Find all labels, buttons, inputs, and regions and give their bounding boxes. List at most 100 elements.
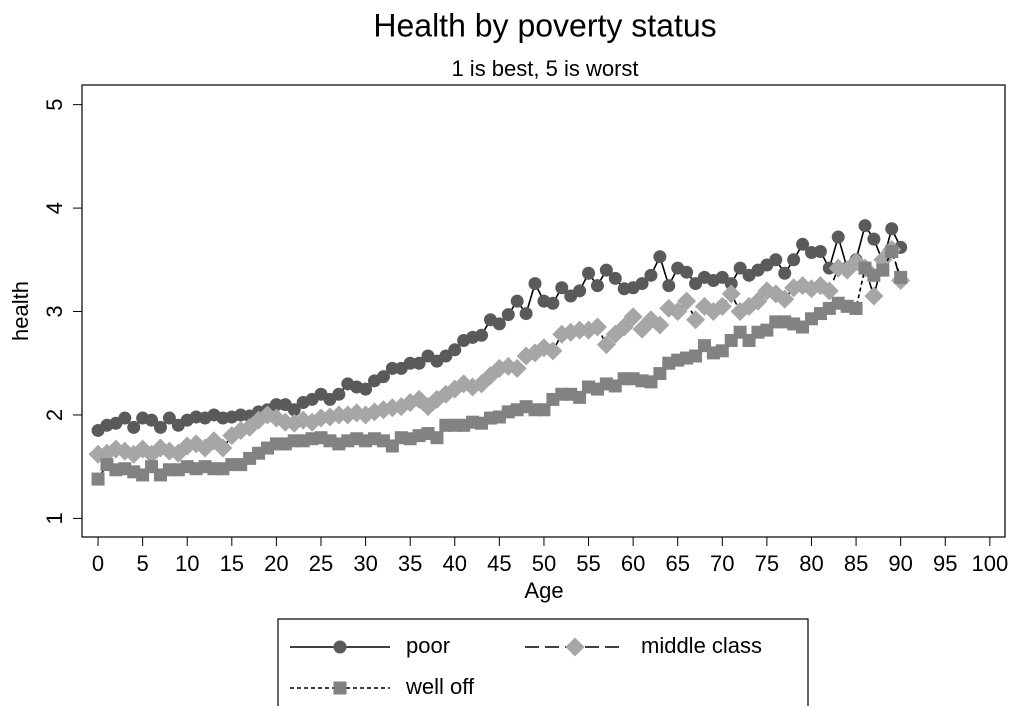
marker — [590, 279, 604, 293]
legend-marker — [333, 681, 347, 695]
marker — [403, 356, 417, 370]
marker — [831, 230, 845, 244]
marker — [650, 315, 670, 335]
marker — [748, 291, 768, 311]
marker — [91, 472, 105, 486]
x-tick-label: 55 — [576, 551, 600, 576]
marker — [769, 253, 783, 267]
y-axis-label: health — [8, 281, 33, 341]
marker — [599, 263, 613, 277]
marker — [623, 307, 643, 327]
x-tick-label: 10 — [175, 551, 199, 576]
x-tick-label: 0 — [92, 551, 104, 576]
marker — [376, 370, 390, 384]
marker — [858, 219, 872, 233]
x-tick-label: 15 — [220, 551, 244, 576]
marker — [448, 343, 462, 357]
marker — [543, 341, 563, 361]
marker — [733, 261, 747, 275]
x-tick-label: 25 — [309, 551, 333, 576]
marker — [498, 356, 518, 376]
marker — [519, 307, 533, 321]
x-tick-label: 45 — [487, 551, 511, 576]
x-tick-label: 95 — [933, 551, 957, 576]
marker — [507, 358, 527, 378]
x-axis-label: Age — [524, 578, 563, 603]
legend-marker — [333, 640, 347, 654]
marker — [778, 266, 792, 280]
x-tick-label: 50 — [532, 551, 556, 576]
marker — [573, 390, 587, 404]
marker — [775, 289, 795, 309]
marker — [587, 317, 607, 337]
marker — [680, 265, 694, 279]
marker — [501, 308, 515, 322]
marker — [546, 296, 560, 310]
marker — [162, 411, 176, 425]
marker — [359, 382, 373, 396]
marker — [876, 263, 890, 277]
marker — [475, 328, 489, 342]
x-tick-label: 85 — [844, 551, 868, 576]
marker — [596, 335, 616, 355]
marker — [537, 403, 551, 417]
x-tick-label: 65 — [665, 551, 689, 576]
marker — [662, 279, 676, 293]
marker — [153, 420, 167, 434]
marker — [127, 420, 141, 434]
marker — [118, 411, 132, 425]
marker — [412, 356, 426, 370]
x-tick-label: 90 — [888, 551, 912, 576]
x-tick-label: 40 — [443, 551, 467, 576]
marker — [894, 270, 908, 284]
marker — [653, 250, 667, 264]
marker — [885, 222, 899, 236]
marker — [573, 284, 587, 298]
marker — [608, 271, 622, 285]
legend-label: well off — [405, 674, 475, 699]
x-tick-label: 5 — [137, 551, 149, 576]
marker — [689, 349, 703, 363]
legend-label: middle class — [641, 633, 762, 658]
y-tick-label: 2 — [42, 409, 67, 421]
marker — [213, 438, 233, 458]
legend-label: poor — [406, 633, 450, 658]
marker — [653, 367, 667, 381]
y-tick-label: 1 — [42, 512, 67, 524]
marker — [864, 286, 884, 306]
marker — [813, 245, 827, 259]
chart-title: Health by poverty status — [373, 7, 716, 43]
marker — [677, 291, 697, 311]
marker — [269, 398, 283, 412]
marker — [849, 301, 863, 315]
marker — [796, 237, 810, 251]
y-tick-label: 5 — [42, 99, 67, 111]
marker — [385, 361, 399, 375]
marker — [644, 268, 658, 282]
marker — [528, 277, 542, 291]
marker — [287, 403, 301, 417]
x-tick-label: 20 — [264, 551, 288, 576]
marker — [867, 232, 881, 246]
marker — [715, 344, 729, 358]
y-tick-label: 4 — [42, 202, 67, 214]
marker — [145, 413, 159, 427]
marker — [582, 266, 596, 280]
marker — [555, 281, 569, 295]
legend-box — [277, 618, 809, 706]
marker — [115, 441, 135, 461]
x-tick-label: 70 — [710, 551, 734, 576]
series-line — [97, 247, 902, 456]
marker — [332, 387, 346, 401]
marker — [668, 302, 688, 322]
x-tick-label: 100 — [971, 551, 1008, 576]
marker — [721, 284, 741, 304]
legend-marker — [565, 637, 585, 657]
marker — [885, 245, 899, 259]
marker — [492, 317, 506, 331]
marker — [614, 317, 634, 337]
marker — [635, 277, 649, 291]
marker — [724, 277, 738, 291]
y-tick-label: 3 — [42, 305, 67, 317]
